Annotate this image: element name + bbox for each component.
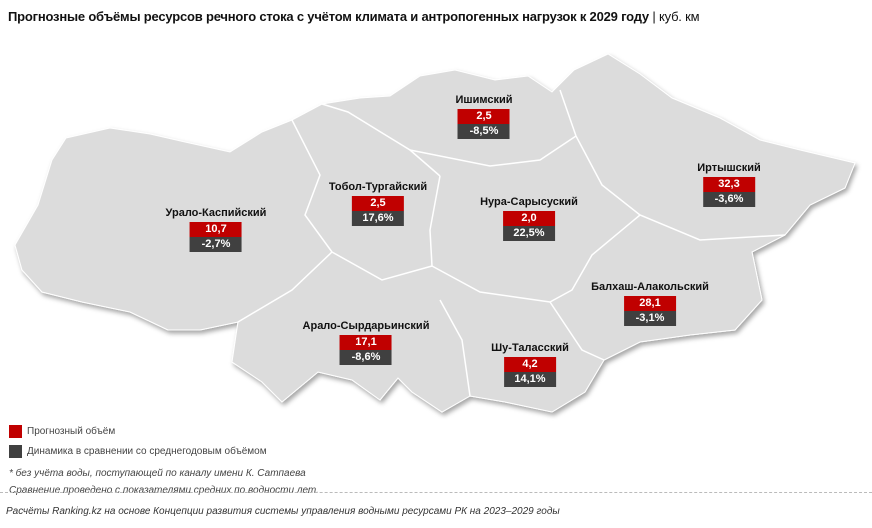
divider [0,492,872,493]
legend-forecast: Прогнозный объём [9,425,115,438]
forecast-value: 2,5 [457,109,510,124]
dynamics-value: -3,6% [702,192,755,207]
region-balkhash-alakol: Балхаш-Алакольский 28,1 -3,1% [591,281,709,326]
source-text: Расчёты Ranking.kz на основе Концепции р… [6,506,560,517]
region-name: Балхаш-Алакольский [591,281,709,293]
dynamics-value: 22,5% [503,226,555,241]
forecast-value: 4,2 [504,357,556,372]
region-nura-sarysu: Нура-Сарысуский 2,0 22,5% [480,196,578,241]
forecast-value: 2,0 [503,211,555,226]
region-name: Ишимский [455,94,513,106]
forecast-value: 10,7 [189,222,242,237]
forecast-value: 2,5 [352,196,404,211]
dynamics-value: 17,6% [352,211,404,226]
legend-label: Динамика в сравнении со среднегодовым об… [27,446,267,457]
dynamics-value: -2,7% [189,237,242,252]
region-name: Урало-Каспийский [165,207,267,219]
region-name: Иртышский [697,162,761,174]
region-name: Тобол-Тургайский [328,181,428,193]
forecast-value: 17,1 [340,335,392,350]
legend-swatch-dark [9,445,22,458]
forecast-value: 32,3 [702,177,755,192]
chart-title: Прогнозные объёмы ресурсов речного стока… [8,9,700,24]
title-unit: куб. км [658,9,700,24]
region-shu-talas: Шу-Таласский 4,2 14,1% [491,342,569,387]
region-aral-syrdarya: Арало-Сырдарьинский 17,1 -8,6% [302,320,430,365]
region-ishim: Ишимский 2,5 -8,5% [455,94,513,139]
forecast-value: 28,1 [624,296,676,311]
region-irtysh: Иртышский 32,3 -3,6% [697,162,761,207]
country-outline [14,53,856,413]
dynamics-value: 14,1% [504,372,556,387]
dynamics-value: -8,6% [340,350,392,365]
footnote: * без учёта воды, поступающей по каналу … [9,468,306,479]
region-tobol-turgai: Тобол-Тургайский 2,5 17,6% [329,181,427,226]
region-ural-caspian: Урало-Каспийский 10,7 -2,7% [165,207,267,252]
title-text: Прогнозные объёмы ресурсов речного стока… [8,9,649,24]
legend-label: Прогнозный объём [27,426,116,437]
basin-borders [237,89,786,397]
legend-swatch-red [9,425,22,438]
region-name: Шу-Таласский [491,342,569,354]
legend-dynamics: Динамика в сравнении со среднегодовым об… [9,445,267,458]
region-name: Нура-Сарысуский [480,196,578,208]
region-name: Арало-Сырдарьинский [302,320,430,332]
dynamics-value: -8,5% [457,124,510,139]
comparison-note: Сравнение проведено с показателями средн… [9,485,319,496]
title-separator: | [652,9,656,24]
dynamics-value: -3,1% [624,311,676,326]
